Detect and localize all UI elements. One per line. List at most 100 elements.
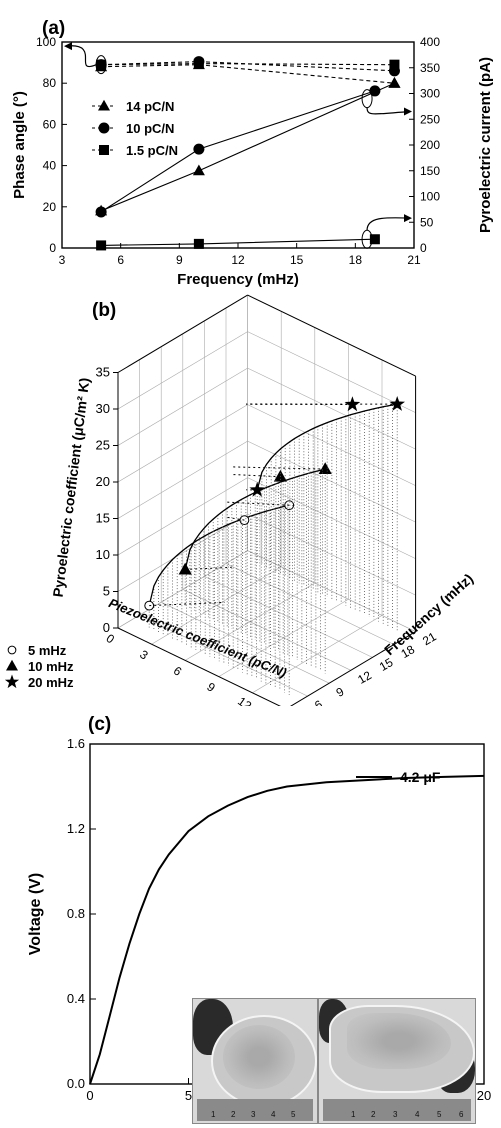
y2-tick-label-a: 250 bbox=[420, 112, 440, 126]
axis-indicator-arrow bbox=[65, 45, 97, 67]
grid-line-b bbox=[247, 367, 416, 450]
ruler-left: 1 2 3 4 5 bbox=[197, 1099, 313, 1121]
y-axis-label-a: Phase angle (°) bbox=[11, 91, 28, 199]
legend-label-c: 4.2 μF bbox=[400, 769, 441, 785]
series-line-a bbox=[101, 63, 395, 66]
x-tick-label-b: 3 bbox=[137, 647, 151, 662]
z-tick-label-b: 15 bbox=[96, 511, 110, 526]
x-axis-label-a: Frequency (mHz) bbox=[177, 271, 299, 288]
grid-line-b bbox=[247, 331, 416, 413]
data-point-b bbox=[344, 396, 361, 412]
axis-indicator-arrow bbox=[366, 107, 411, 115]
legend-marker-b bbox=[7, 645, 17, 655]
arrow-head bbox=[404, 107, 412, 116]
projection-line-b bbox=[224, 516, 245, 521]
y2-tick-label-a: 300 bbox=[420, 87, 440, 101]
y2-tick-label-a: 100 bbox=[420, 190, 440, 204]
legend-marker-a bbox=[99, 145, 109, 155]
y-tick-label-c: 0.4 bbox=[67, 991, 85, 1006]
data-point-b bbox=[144, 600, 155, 611]
y2-tick-label-a: 400 bbox=[420, 35, 440, 49]
y-tick-label-b: 15 bbox=[377, 655, 396, 674]
legend-label-b: 5 mHz bbox=[28, 643, 67, 658]
y-tick-label-a: 100 bbox=[36, 35, 56, 49]
legend-label-a: 14 pC/N bbox=[126, 99, 174, 114]
x-tick-label-a: 21 bbox=[407, 253, 421, 267]
plot-frame-a bbox=[61, 41, 415, 249]
legend-label-b: 10 mHz bbox=[28, 659, 74, 674]
y-tick-label-b: 18 bbox=[399, 642, 418, 661]
y-tick-label-a: 60 bbox=[43, 117, 57, 131]
legend-marker-b bbox=[4, 674, 20, 689]
y-tick-label-a: 20 bbox=[43, 200, 57, 214]
data-point-a bbox=[96, 240, 107, 251]
data-point-a bbox=[193, 58, 204, 69]
grid-line-b bbox=[117, 550, 248, 629]
legend-marker-a bbox=[98, 99, 110, 111]
z-tick-label-b: 30 bbox=[96, 401, 110, 416]
y2-tick-label-a: 200 bbox=[420, 138, 440, 152]
arrow-head bbox=[404, 214, 412, 223]
z-tick-label-b: 10 bbox=[96, 547, 110, 562]
y-tick-label-b: 12 bbox=[355, 668, 374, 687]
data-point-a bbox=[96, 59, 107, 70]
grid-line-b bbox=[247, 550, 416, 632]
y-tick-label-b: 9 bbox=[334, 684, 347, 700]
axis-indicator-arrow bbox=[366, 217, 411, 231]
projection-line-b bbox=[231, 474, 281, 478]
inset-photo-left: 1 2 3 4 5 bbox=[192, 998, 318, 1124]
data-point-a bbox=[388, 77, 401, 88]
chart-a: (a)3 6 9 12 15 18 2102040608010005010015020025… bbox=[11, 18, 494, 288]
data-point-b bbox=[239, 515, 250, 526]
z-tick-label-b: 0 bbox=[103, 620, 110, 635]
z-tick-label-b: 25 bbox=[96, 438, 110, 453]
y-tick-label-a: 40 bbox=[43, 159, 57, 173]
panel-label-a: (a) bbox=[42, 18, 65, 39]
ruler-right: 1 2 3 4 5 6 bbox=[323, 1099, 471, 1121]
axis-indicator-ellipse bbox=[361, 89, 373, 109]
y2-tick-label-a: 0 bbox=[420, 241, 427, 255]
grid-line-b bbox=[252, 615, 383, 694]
legend-marker-b bbox=[6, 659, 18, 671]
z-tick-label-b: 20 bbox=[96, 474, 110, 489]
series-line-a bbox=[101, 64, 395, 84]
x-tick-label-a: 15 bbox=[290, 253, 304, 267]
data-point-a bbox=[369, 234, 380, 245]
chart-b: (b)051015202530350369121536912151821Pyro… bbox=[4, 294, 476, 706]
data-point-b bbox=[273, 469, 287, 482]
panel-label-c: (c) bbox=[88, 714, 111, 735]
grid-line-b bbox=[247, 477, 416, 559]
y2-tick-label-a: 350 bbox=[420, 61, 440, 75]
data-point-b bbox=[318, 462, 332, 475]
inset-photo-right: 1 2 3 4 5 6 bbox=[318, 998, 476, 1124]
x-tick-label-a: 12 bbox=[231, 253, 245, 267]
y-tick-label-c: 0.8 bbox=[67, 906, 85, 921]
x-tick-label-c: 20 bbox=[477, 1088, 491, 1103]
y-tick-label-a: 80 bbox=[43, 76, 57, 90]
legend-label-a: 10 pC/N bbox=[126, 121, 174, 136]
z-axis-label-b: Pyroelectric coefficient (μC/m² K) bbox=[50, 377, 93, 598]
legend-marker-a bbox=[98, 122, 110, 134]
x-axis-label-b: Piezoelectric coefficient (pC/N) bbox=[107, 595, 289, 680]
series-curve-b bbox=[148, 504, 290, 606]
x-tick-label-c: 5 bbox=[185, 1088, 192, 1103]
data-point-a bbox=[95, 206, 107, 218]
y-tick-label-b: 6 bbox=[312, 697, 325, 706]
y-tick-label-c: 1.2 bbox=[67, 821, 85, 836]
y-tick-label-a: 0 bbox=[49, 241, 56, 255]
legend-label-a: 1.5 pC/N bbox=[126, 143, 178, 158]
y2-tick-label-a: 150 bbox=[420, 164, 440, 178]
z-tick-label-b: 5 bbox=[103, 584, 110, 599]
y-tick-label-c: 1.6 bbox=[67, 736, 85, 751]
x-tick-label-b: 6 bbox=[171, 663, 185, 678]
grid-line-b bbox=[161, 601, 330, 684]
y2-axis-label-a: Pyroelectric current (pA) bbox=[477, 57, 494, 233]
data-point-b bbox=[249, 481, 265, 497]
data-point-b bbox=[389, 396, 405, 411]
arrow-head bbox=[64, 42, 72, 51]
panel-label-b: (b) bbox=[92, 300, 116, 321]
axis-line-b bbox=[117, 627, 281, 706]
grid-line-b bbox=[204, 576, 373, 658]
axis-line-b bbox=[290, 631, 416, 706]
grid-line-b bbox=[185, 582, 315, 661]
